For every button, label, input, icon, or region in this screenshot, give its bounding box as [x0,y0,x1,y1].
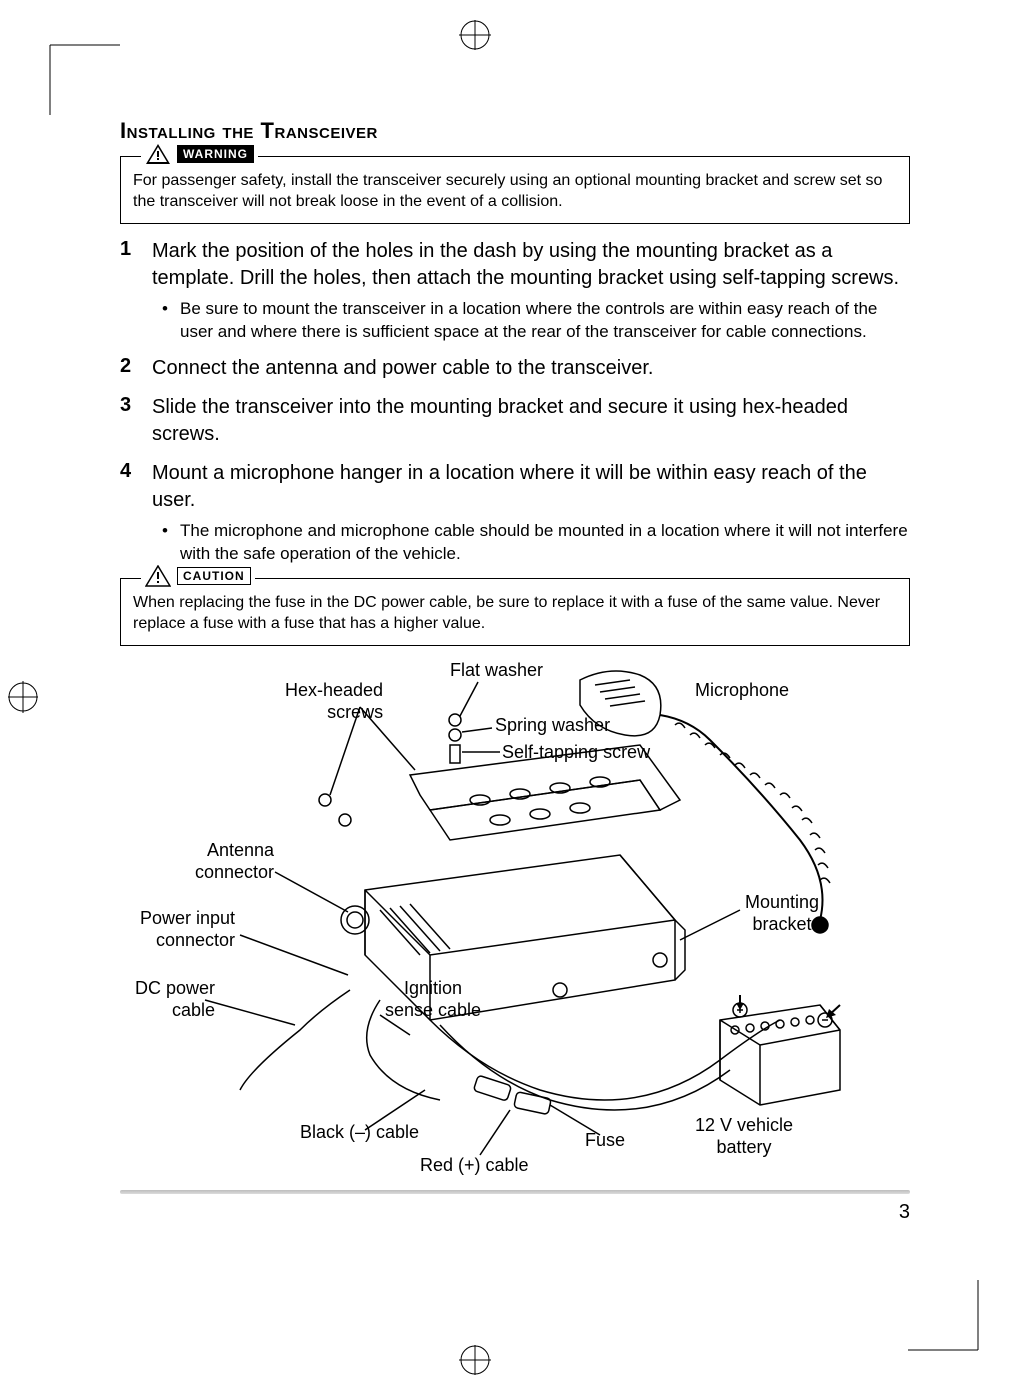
label-battery-1: 12 V vehicle [695,1115,793,1135]
warning-icon [145,143,171,165]
page-number: 3 [899,1201,910,1224]
warning-box: WARNING For passenger safety, install th… [120,156,910,224]
install-diagram: Flat washer Hex-headed screws Spring was… [120,660,910,1200]
label-red-cable: Red (+) cable [420,1155,529,1177]
step-text: Slide the transceiver into the mounting … [152,394,910,448]
caution-box: CAUTION When replacing the fuse in the D… [120,578,910,646]
step-text: Mark the position of the holes in the da… [152,238,910,292]
install-steps: 1 Mark the position of the holes in the … [120,238,910,567]
label-microphone: Microphone [695,680,789,702]
warning-label: WARNING [141,143,258,165]
step-number: 3 [120,394,134,448]
step-number: 1 [120,238,134,344]
label-power-input-1: Power input [140,908,235,928]
label-flat-washer: Flat washer [450,660,543,682]
label-power-input-2: connector [156,930,235,950]
caution-text: When replacing the fuse in the DC power … [133,593,897,635]
label-hex-screws-1: Hex-headed [285,680,383,700]
section-heading: Installing the Transceiver [120,118,910,144]
label-antenna-1: Antenna [207,840,274,860]
step-sub: The microphone and microphone cable shou… [152,520,910,566]
label-antenna-2: connector [195,862,274,882]
caution-label: CAUTION [141,565,255,587]
step-text: Mount a microphone hanger in a location … [152,460,910,514]
step-number: 2 [120,355,134,382]
label-mounting-2: bracket [753,914,812,934]
label-ignition-1: Ignition [404,978,462,998]
caution-icon [145,565,171,587]
label-battery-2: battery [717,1137,772,1157]
step-2: 2 Connect the antenna and power cable to… [120,355,910,382]
step-number: 4 [120,460,134,566]
step-sub: Be sure to mount the transceiver in a lo… [152,298,910,344]
page-content: Installing the Transceiver WARNING For p… [120,118,910,1200]
footer-rule [120,1190,910,1194]
label-self-tapping: Self-tapping screw [502,742,650,764]
label-ignition-2: sense cable [385,1000,481,1020]
step-3: 3 Slide the transceiver into the mountin… [120,394,910,448]
label-mounting-1: Mounting [745,892,819,912]
warning-badge: WARNING [177,145,254,163]
step-1: 1 Mark the position of the holes in the … [120,238,910,344]
step-text: Connect the antenna and power cable to t… [152,355,910,382]
label-dc-power-2: cable [172,1000,215,1020]
caution-badge: CAUTION [177,567,251,585]
label-dc-power-1: DC power [135,978,215,998]
warning-text: For passenger safety, install the transc… [133,171,897,213]
label-fuse: Fuse [585,1130,625,1152]
label-spring-washer: Spring washer [495,715,610,737]
label-black-cable: Black (–) cable [300,1122,419,1144]
label-hex-screws-2: screws [327,702,383,722]
step-4: 4 Mount a microphone hanger in a locatio… [120,460,910,566]
